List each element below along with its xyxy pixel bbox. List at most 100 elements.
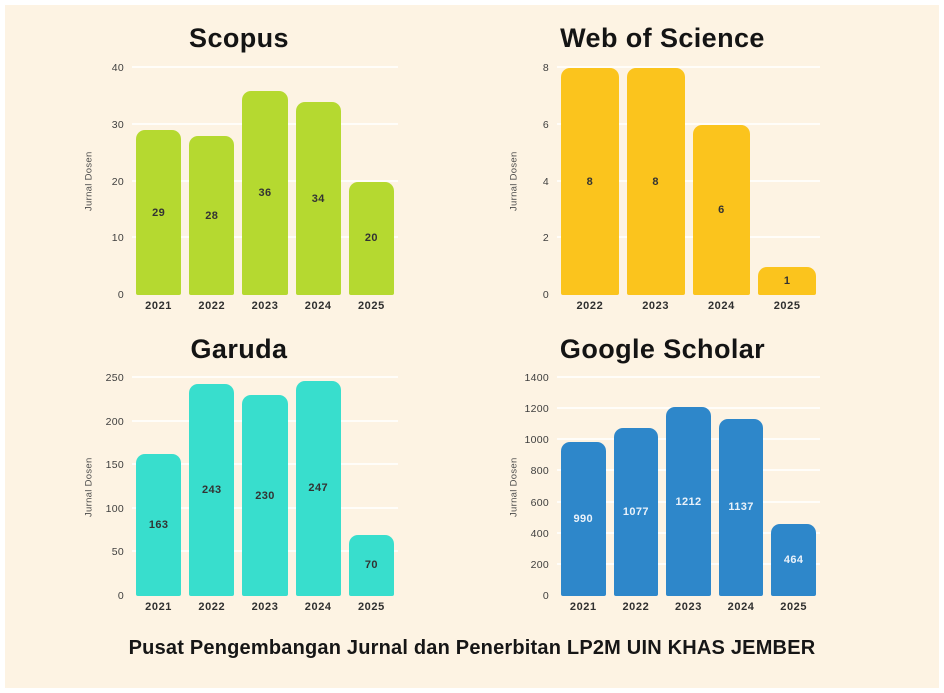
bar-value-label: 6 [718, 203, 725, 216]
bar-value-label: 1 [783, 274, 791, 287]
chart-panel-web-of-science: Web of Science Jurnal Dosen 0 2 4 6 8 8 8 6 1 2022… [472, 5, 939, 317]
infographic-canvas: Scopus Jurnal Dosen 0 10 20 30 40 29 28 36 34 20 20… [5, 5, 939, 688]
bar-value-label: 8 [586, 175, 594, 188]
bar-slot: 1 [754, 68, 820, 295]
x-tick-label: 2025 [780, 601, 808, 613]
bar-value-label: 28 [205, 209, 219, 222]
bar-2022: 243 [189, 384, 235, 596]
y-tick-label: 0 [542, 590, 549, 602]
bar-chart-web-of-science: Jurnal Dosen 0 2 4 6 8 8 8 6 1 2022 2023 2024 2025 [472, 62, 939, 312]
x-tick-label: 2023 [251, 300, 279, 312]
bar-slot: 247 [292, 378, 345, 596]
y-tick-label: 10 [111, 232, 124, 245]
y-tick-label: 0 [117, 289, 124, 301]
chart-panel-garuda: Garuda Jurnal Dosen 0 50 100 150 200 250 163 243… [5, 317, 472, 613]
bar-slot: 36 [238, 68, 291, 295]
bar-slot: 8 [623, 68, 689, 295]
bar-2021: 990 [561, 441, 606, 596]
y-tick-label: 1400 [524, 372, 549, 384]
bar-slot: 243 [185, 378, 238, 596]
bar-slot: 29 [132, 68, 185, 295]
x-tick-label: 2024 [304, 601, 332, 613]
bar-chart-garuda: Jurnal Dosen 0 50 100 150 200 250 163 243 230 247 7… [5, 372, 472, 613]
y-tick-label: 250 [105, 372, 124, 384]
bar-value-label: 1077 [622, 506, 649, 519]
x-tick-label: 2024 [304, 300, 332, 312]
bar-value-label: 8 [652, 175, 659, 188]
footer-caption: Pusat Pengembangan Jurnal dan Penerbitan… [128, 636, 816, 659]
bar-value-label: 230 [255, 489, 275, 502]
x-tick-label: 2024 [707, 300, 735, 312]
y-tick-label: 0 [542, 289, 549, 301]
bar-value-label: 464 [783, 553, 804, 566]
y-tick-label: 40 [111, 62, 124, 74]
bar-value-label: 243 [202, 484, 222, 497]
bar-2023: 36 [242, 90, 288, 295]
bar-slot: 70 [345, 378, 398, 596]
bar-value-label: 36 [258, 186, 272, 199]
bar-slot: 6 [689, 68, 755, 295]
x-tick-label: 2021 [145, 601, 173, 613]
x-tick-label: 2022 [622, 601, 650, 613]
bar-slot: 1077 [610, 378, 663, 596]
x-tick-label: 2021 [145, 300, 173, 312]
chart-panel-scopus: Scopus Jurnal Dosen 0 10 20 30 40 29 28 36 34 20 20… [5, 5, 472, 317]
y-tick-label: 150 [105, 459, 124, 472]
y-tick-label: 4 [542, 175, 549, 188]
bar-2022: 1077 [613, 428, 659, 596]
bar-2024: 247 [295, 380, 341, 596]
x-axis-labels: 2022 2023 2024 2025 [557, 300, 820, 312]
bar-2025: 70 [348, 534, 395, 596]
x-tick-label: 2023 [251, 601, 279, 613]
y-axis-label: Jurnal Dosen [508, 457, 520, 517]
plot-area: 163 243 230 247 70 2021 2022 2023 2024 2025 [132, 376, 398, 613]
bar-chart-scopus: Jurnal Dosen 0 10 20 30 40 29 28 36 34 20 2021 2022 2… [5, 62, 472, 312]
chart-panel-google-scholar: Google Scholar Jurnal Dosen 0 200 400 600 800… [472, 317, 939, 613]
x-tick-label: 2025 [357, 601, 385, 613]
bar-slot: 1212 [662, 378, 715, 596]
x-tick-label: 2025 [357, 300, 385, 312]
y-tick-label: 200 [530, 558, 549, 571]
bar-value-label: 1212 [675, 495, 702, 508]
x-tick-label: 2022 [198, 300, 226, 312]
x-tick-label: 2025 [773, 300, 801, 312]
bar-2021: 163 [136, 453, 182, 596]
y-tick-label: 30 [111, 118, 124, 131]
y-axis-ticks: 0 200 400 600 800 1000 1200 1400 [523, 372, 557, 602]
y-tick-label: 1200 [524, 403, 549, 416]
x-tick-label: 2022 [198, 601, 226, 613]
y-axis-label: Jurnal Dosen [83, 457, 95, 517]
y-tick-label: 1000 [524, 434, 549, 447]
bar-2022: 8 [561, 68, 619, 295]
bar-slot: 230 [238, 378, 291, 596]
bar-2024: 34 [295, 102, 341, 295]
y-tick-label: 20 [111, 175, 124, 188]
y-axis-ticks: 0 2 4 6 8 [523, 62, 557, 301]
bar-2022: 28 [189, 136, 235, 295]
plot-area: 990 1077 1212 1137 464 2021 2022 2023 2024 2025 [557, 376, 820, 613]
bar-slot: 8 [557, 68, 623, 295]
bar-slot: 28 [185, 68, 238, 295]
x-tick-label: 2023 [642, 300, 670, 312]
bar-value-label: 70 [364, 559, 378, 572]
charts-grid: Scopus Jurnal Dosen 0 10 20 30 40 29 28 36 34 20 20… [5, 5, 939, 613]
chart-title-garuda: Garuda [190, 334, 288, 364]
x-tick-label: 2023 [675, 601, 702, 613]
bar-value-label: 990 [573, 512, 594, 525]
bar-slot: 20 [345, 68, 398, 295]
x-tick-label: 2024 [727, 601, 755, 613]
bar-2023: 8 [626, 68, 685, 295]
bar-slot: 990 [557, 378, 610, 596]
y-tick-label: 200 [105, 415, 124, 428]
plot-area: 29 28 36 34 20 2021 2022 2023 2024 2025 [132, 66, 398, 312]
bar-value-label: 29 [152, 206, 166, 219]
y-tick-label: 2 [542, 232, 549, 245]
y-tick-label: 600 [530, 496, 549, 509]
y-axis-ticks: 0 10 20 30 40 [98, 62, 132, 301]
y-tick-label: 6 [542, 118, 549, 131]
bar-2023: 1212 [666, 407, 711, 596]
y-tick-label: 0 [117, 590, 124, 602]
bar-chart-google-scholar: Jurnal Dosen 0 200 400 600 800 1000 1200 1400 990… [472, 372, 939, 613]
bar-2025: 464 [771, 523, 816, 596]
x-axis-labels: 2021 2022 2023 2024 2025 [132, 300, 398, 312]
